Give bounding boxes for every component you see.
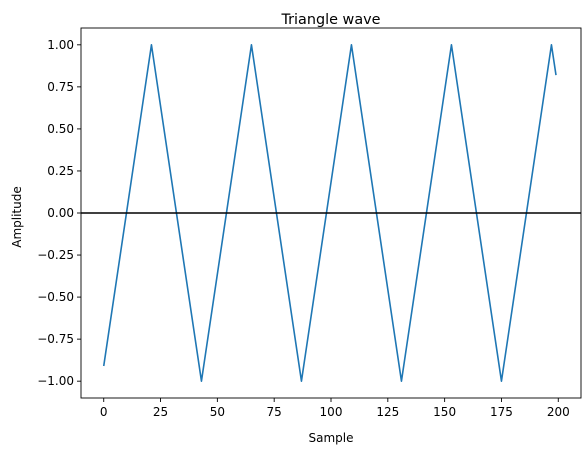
- x-tick-label: 25: [153, 405, 168, 419]
- y-axis-label: Amplitude: [10, 186, 24, 248]
- y-tick-label: −0.25: [37, 248, 74, 262]
- y-tick-label: 0.75: [47, 80, 74, 94]
- chart-title: Triangle wave: [280, 12, 380, 28]
- x-tick-label: 75: [267, 405, 282, 419]
- x-tick-label: 200: [547, 405, 570, 419]
- x-tick-label: 150: [433, 405, 456, 419]
- x-tick-label: 100: [320, 405, 343, 419]
- y-tick-label: −1.00: [37, 374, 74, 388]
- series-line-0: [102, 44, 557, 382]
- x-tick-label: 125: [376, 405, 399, 419]
- x-axis-label: Sample: [309, 431, 354, 445]
- y-tick-label: −0.50: [37, 290, 74, 304]
- plot-area: 0 25 50 75 100 125 150 175 200 −1.00 −0.75 −0.50 −0.…: [37, 27, 582, 419]
- x-tick-label: 175: [490, 405, 513, 419]
- y-tick-label: 0.00: [47, 206, 74, 220]
- x-tick-label: 0: [100, 405, 108, 419]
- y-tick-label: 0.50: [47, 122, 74, 136]
- y-tick-label: −0.75: [37, 332, 74, 346]
- x-tick-label: 50: [210, 405, 225, 419]
- y-tick-label: 1.00: [47, 38, 74, 52]
- y-tick-label: 0.25: [47, 164, 74, 178]
